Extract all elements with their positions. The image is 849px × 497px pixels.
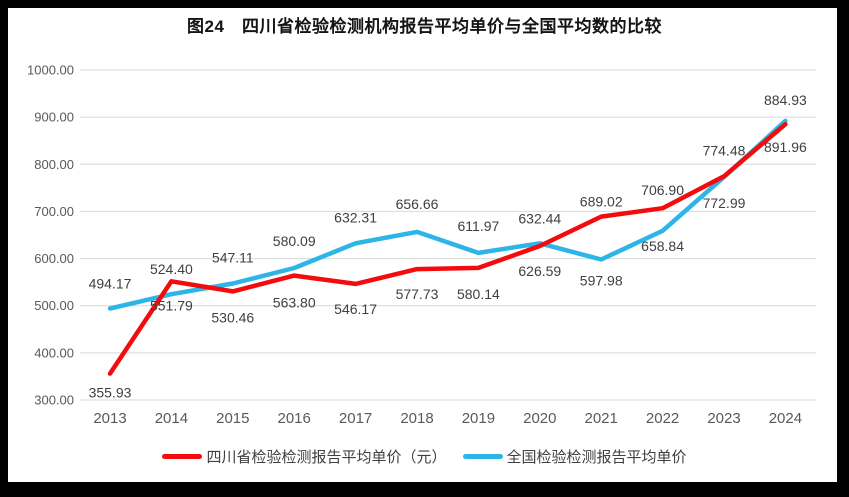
x-tick-label: 2016 — [278, 410, 311, 427]
x-tick-label: 2024 — [769, 410, 802, 427]
data-label-series-0: 611.97 — [458, 218, 500, 234]
legend-item-sichuan: 四川省检验检测报告平均单价（元） — [162, 446, 447, 467]
y-tick-label: 400.00 — [34, 345, 74, 360]
x-tick-label: 2020 — [523, 410, 556, 427]
y-tick-label: 700.00 — [34, 204, 74, 219]
x-tick-label: 2018 — [400, 410, 433, 427]
data-label-series-1: 774.48 — [703, 142, 746, 158]
data-label-series-1: 551.79 — [150, 297, 193, 313]
data-label-series-1: 355.93 — [89, 385, 132, 401]
legend-item-national: 全国检验检测报告平均单价 — [462, 446, 687, 467]
y-tick-label: 800.00 — [34, 157, 74, 172]
x-tick-label: 2023 — [707, 410, 740, 427]
series-line-0 — [107, 118, 788, 311]
data-label-series-1: 884.93 — [764, 92, 807, 108]
y-tick-label: 1000.00 — [27, 63, 74, 78]
chart-title: 图24 四川省检验检测机构报告平均单价与全国平均数的比较 — [187, 17, 662, 36]
national-series-marker — [462, 454, 503, 459]
data-label-series-1: 689.02 — [580, 194, 623, 210]
data-label-series-1: 577.73 — [396, 286, 439, 302]
data-label-series-0: 547.11 — [212, 250, 254, 266]
data-label-series-1: 563.80 — [273, 295, 316, 311]
data-label-series-0: 632.31 — [334, 209, 377, 225]
data-label-series-0: 656.66 — [396, 196, 439, 212]
data-label-series-1: 530.46 — [211, 309, 254, 325]
data-label-series-0: 524.40 — [150, 261, 193, 277]
data-label-series-0: 494.17 — [89, 276, 132, 292]
data-label-series-1: 546.17 — [334, 301, 377, 317]
x-tick-label: 2022 — [646, 410, 679, 427]
legend-label-sichuan: 四川省检验检测报告平均单价（元） — [206, 449, 447, 466]
x-tick-label: 2013 — [93, 410, 126, 427]
y-tick-label: 900.00 — [34, 110, 74, 125]
x-tick-label: 2021 — [585, 410, 618, 427]
series-line-1 — [107, 121, 788, 376]
data-label-series-1: 706.90 — [641, 182, 684, 198]
data-label-series-0: 580.09 — [273, 233, 316, 249]
data-label-series-0: 632.44 — [518, 210, 561, 226]
chart-background-panel — [8, 8, 837, 482]
y-tick-label: 600.00 — [34, 251, 74, 266]
x-tick-label: 2019 — [462, 410, 495, 427]
data-label-series-0: 891.96 — [764, 139, 807, 155]
legend-label-national: 全国检验检测报告平均单价 — [506, 449, 687, 466]
data-label-series-1: 626.59 — [518, 263, 561, 279]
x-tick-label: 2015 — [216, 410, 249, 427]
data-label-series-0: 772.99 — [703, 195, 746, 211]
data-label-series-0: 658.84 — [641, 238, 684, 254]
legend: 四川省检验检测报告平均单价（元） 全国检验检测报告平均单价 — [0, 446, 849, 467]
x-tick-label: 2014 — [155, 410, 188, 427]
y-tick-label: 300.00 — [34, 393, 74, 408]
sichuan-series-marker — [162, 454, 203, 459]
x-tick-label: 2017 — [339, 410, 372, 427]
data-label-series-0: 597.98 — [580, 273, 623, 289]
data-label-series-1: 580.14 — [457, 286, 500, 302]
y-tick-label: 500.00 — [34, 298, 74, 313]
